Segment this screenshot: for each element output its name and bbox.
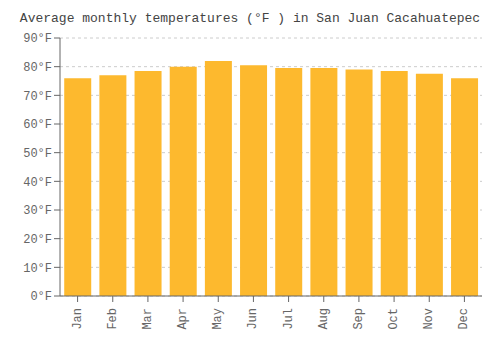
svg-text:Sep: Sep — [352, 308, 366, 330]
svg-text:40°F: 40°F — [23, 176, 52, 190]
svg-text:90°F: 90°F — [23, 32, 52, 46]
svg-text:50°F: 50°F — [23, 147, 52, 161]
svg-text:30°F: 30°F — [23, 204, 52, 218]
svg-text:Jan: Jan — [71, 308, 85, 330]
svg-text:Mar: Mar — [141, 308, 155, 330]
svg-text:70°F: 70°F — [23, 90, 52, 104]
svg-text:Nov: Nov — [422, 308, 436, 330]
svg-text:Jun: Jun — [246, 308, 260, 330]
html-text:Average monthly temperatures (: Average monthly temperatures (°F ) in Sa… — [19, 11, 481, 26]
svg-text:0°F: 0°F — [30, 290, 52, 304]
svg-text:60°F: 60°F — [23, 118, 52, 132]
svg-text:Dec: Dec — [457, 308, 471, 330]
svg-text:80°F: 80°F — [23, 61, 52, 75]
svg-text:Oct: Oct — [387, 308, 401, 330]
svg-text:May: May — [211, 308, 225, 330]
svg-text:10°F: 10°F — [23, 262, 52, 276]
svg-text:Apr: Apr — [176, 308, 190, 330]
svg-text:Aug: Aug — [317, 308, 331, 330]
svg-text:Jul: Jul — [282, 308, 296, 330]
svg-text:Feb: Feb — [106, 308, 120, 330]
svg-text:20°F: 20°F — [23, 233, 52, 247]
